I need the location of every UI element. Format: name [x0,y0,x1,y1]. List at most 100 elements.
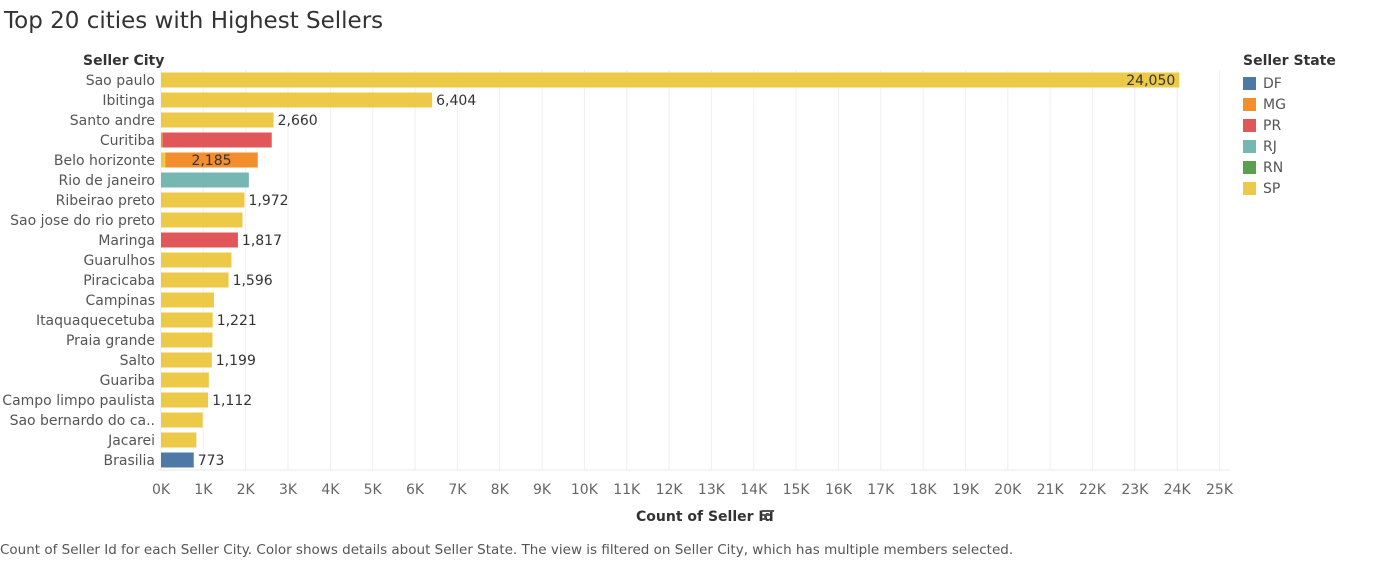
x-tick-label: 6K [406,482,425,498]
bar-segment-rj[interactable] [161,172,249,188]
legend-item-sp[interactable]: SP [1243,178,1336,199]
x-tick-label: 22K [1079,482,1107,498]
x-tick-label: 18K [910,482,938,498]
city-label: Ibitinga [102,93,155,109]
data-label: 1,221 [217,313,257,329]
city-labels: Sao paulo Ibitinga Santo andre Curitiba Belo… [2,73,155,469]
city-label: Piracicaba [83,273,155,289]
city-label: Santo andre [70,113,155,129]
x-tick-label: 12K [656,482,684,498]
x-tick-label: 10K [571,482,599,498]
x-tick-label: 2K [237,482,256,498]
x-tick-label: 23K [1121,482,1149,498]
legend-swatch [1243,161,1256,174]
legend-item-pr[interactable]: PR [1243,115,1336,136]
bar-segment-df[interactable] [161,452,194,468]
x-tick-label: 9K [533,482,552,498]
bar-segment-sp[interactable] [161,272,229,288]
data-label: 1,199 [216,353,256,369]
x-tick-label: 25K [1206,482,1234,498]
bar-segment-mg[interactable] [161,132,163,148]
sort-descending-icon[interactable] [762,510,774,520]
data-label: 1,112 [212,393,252,409]
city-label: Brasilia [104,453,155,469]
x-tick-label: 7K [448,482,467,498]
bar-segment-sp[interactable] [161,112,274,128]
legend-label: RJ [1263,138,1277,155]
bar-segment-sp[interactable] [161,392,209,408]
city-label: Curitiba [100,133,155,149]
data-label: 24,050 [1126,73,1175,89]
bar-segment-sp[interactable] [161,292,214,308]
legend-swatch [1243,182,1256,195]
city-label: Sao paulo [86,73,155,89]
data-label: 773 [198,453,225,469]
bar-segment-sp[interactable] [161,312,213,328]
bars: 24,050 6,404 2,660 2,185 1,972 1,817 1,596 1,22… [161,72,1180,469]
bar-segment-sp[interactable] [161,252,232,268]
legend-label: SP [1263,180,1281,197]
x-tick-label: 3K [279,482,298,498]
city-label: Guarulhos [83,253,155,269]
bar-segment-sp[interactable] [161,352,212,368]
city-label: Guariba [100,373,155,389]
city-label: Maringa [98,233,155,249]
legend-item-df[interactable]: DF [1243,73,1336,94]
city-label: Salto [120,353,155,369]
city-label: Itaquaquecetuba [36,313,155,329]
x-tick-label: 14K [740,482,768,498]
legend-swatch [1243,119,1256,132]
chart-title: Top 20 cities with Highest Sellers [4,8,384,34]
bar-segment-pr[interactable] [162,132,272,148]
legend-item-rj[interactable]: RJ [1243,136,1336,157]
x-tick-label: 1K [194,482,213,498]
x-tick-label: 17K [867,482,895,498]
legend-swatch [1243,140,1256,153]
city-label: Sao bernardo do ca.. [10,413,155,429]
x-tick-label: 21K [1037,482,1065,498]
bar-segment-pr[interactable] [161,232,238,248]
legend-title: Seller State [1243,53,1336,69]
bar-segment-sp[interactable] [161,332,213,348]
bar-segment-mg[interactable] [165,152,258,168]
legend-swatch [1243,98,1256,111]
bar-segment-sp[interactable] [161,72,1180,88]
x-tick-label: 8K [491,482,510,498]
legend-items: DF MG PR RJ RN SP [1243,73,1336,199]
data-label: 1,596 [233,273,273,289]
city-label: Rio de janeiro [59,173,155,189]
chart-caption: Count of Seller Id for each Seller City.… [0,542,1014,558]
legend-label: MG [1263,96,1286,113]
x-tick-label: 4K [321,482,340,498]
data-label: 1,817 [242,233,282,249]
bar-segment-sp[interactable] [161,192,245,208]
legend-swatch [1243,77,1256,90]
x-tick-label: 11K [613,482,641,498]
bar-segment-sp[interactable] [161,92,433,108]
x-axis-ticks: 0K 1K 2K 3K 4K 5K 6K 7K 8K 9K 10K 11K 12K 13K 14K 15K 16… [152,482,1234,498]
city-label: Campo limpo paulista [2,393,155,409]
city-label: Campinas [85,293,155,309]
city-label: Praia grande [66,333,155,349]
city-label: Jacarei [107,433,155,449]
city-label: Sao jose do rio preto [10,213,155,229]
legend-item-rn[interactable]: RN [1243,157,1336,178]
legend-label: PR [1263,117,1282,134]
data-label: 6,404 [436,93,476,109]
bar-segment-sp[interactable] [161,152,166,168]
bar-segment-sp[interactable] [161,372,209,388]
legend-item-mg[interactable]: MG [1243,94,1336,115]
bar-segment-sp[interactable] [161,412,203,428]
gridlines [157,70,1230,471]
bar-segment-sp[interactable] [161,212,243,228]
legend-label: RN [1263,159,1284,176]
x-tick-label: 0K [152,482,171,498]
legend-label: DF [1263,75,1282,92]
city-label: Ribeirao preto [56,193,155,209]
row-header: Seller City [83,53,164,69]
x-tick-label: 5K [364,482,383,498]
bar-segment-sp[interactable] [161,432,197,448]
bar-chart: 24,050 6,404 2,660 2,185 1,972 1,817 1,596 1,22… [2,53,1234,525]
x-tick-label: 16K [825,482,853,498]
x-tick-label: 20K [994,482,1022,498]
